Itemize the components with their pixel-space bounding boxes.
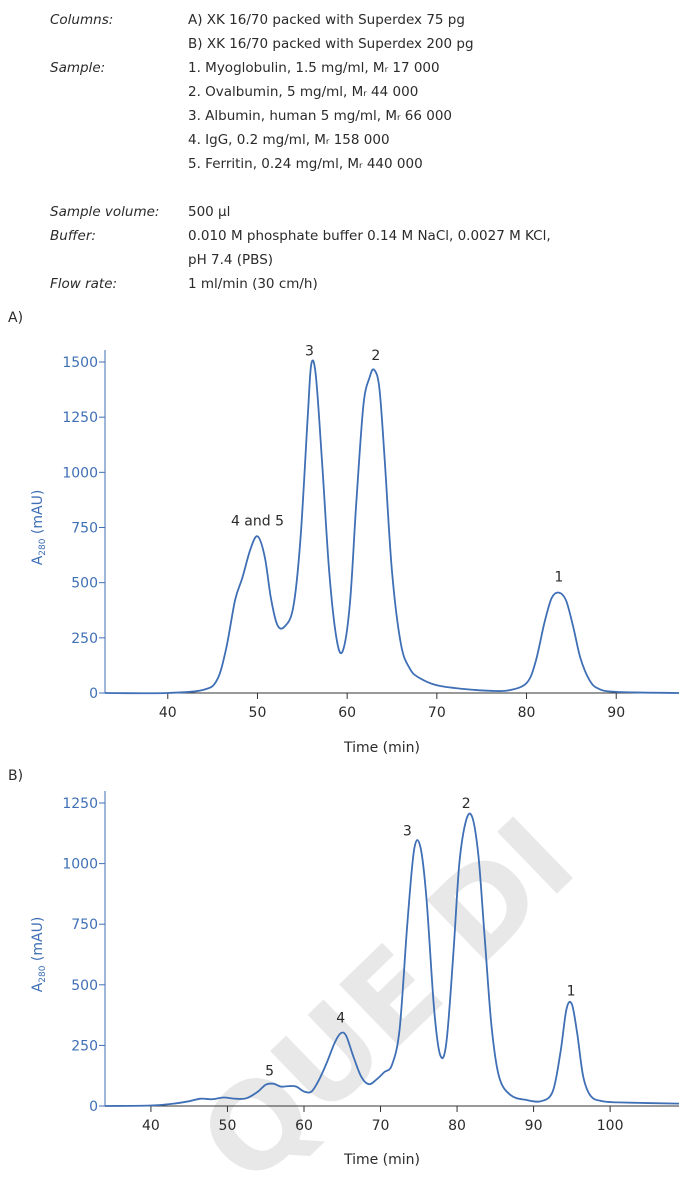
y-tick-label: 0 (89, 686, 98, 702)
series-line (104, 812, 680, 1107)
param-values: A) XK 16/70 packed with Superdex 75 pg B… (188, 8, 474, 56)
x-tick-label: 90 (607, 705, 625, 721)
param-line: B) XK 16/70 packed with Superdex 200 pg (188, 36, 474, 52)
param-label: Sample: (50, 60, 106, 76)
chromatogram-a: A) 0 250 500 750 1000 1250 1500 40 50 60 70 80 90 Time… (8, 310, 680, 756)
x-tick-label: 60 (338, 705, 356, 721)
y-axis-title: A280 (mAU) (30, 490, 48, 566)
y-tick-label: 250 (71, 631, 98, 647)
x-axis-title: Time (min) (343, 740, 420, 756)
y-tick-label: 1000 (62, 465, 98, 481)
watermark: QUE DI (174, 792, 601, 1201)
param-line: 0.010 M phosphate buffer 0.14 M NaCl, 0.… (188, 228, 551, 244)
x-tick-label: 90 (525, 1118, 543, 1134)
param-values: 500 µl (188, 200, 230, 224)
y-tick-label: 750 (71, 917, 98, 933)
peak-label: 1 (554, 570, 563, 586)
param-values: 1. Myoglobulin, 1.5 mg/ml, Mᵣ 17 000 2. … (188, 56, 452, 176)
y-tick-label: 1250 (62, 410, 98, 426)
peak-label: 2 (371, 348, 380, 364)
x-tick-label: 80 (518, 705, 536, 721)
y-tick-label: 500 (71, 978, 98, 994)
param-line: 1. Myoglobulin, 1.5 mg/ml, Mᵣ 17 000 (188, 60, 440, 76)
param-line: 3. Albumin, human 5 mg/ml, Mᵣ 66 000 (188, 108, 453, 124)
peak-label: 4 (336, 1010, 345, 1026)
series-line (104, 359, 680, 695)
chromatogram-b: B) 0 250 500 750 1000 1250 40 50 60 70 80 90 100 Time … (8, 768, 680, 1168)
y-tick-label: 1000 (62, 857, 98, 873)
peak-label: 4 and 5 (231, 513, 284, 529)
param-line: 2. Ovalbumin, 5 mg/ml, Mᵣ 44 000 (188, 84, 419, 100)
y-tick-label: 250 (71, 1038, 98, 1054)
param-label: Sample volume: (50, 204, 160, 220)
param-values: 1 ml/min (30 cm/h) (188, 272, 318, 296)
param-label: Flow rate: (50, 276, 118, 292)
param-line: pH 7.4 (PBS) (188, 252, 274, 268)
param-line: A) XK 16/70 packed with Superdex 75 pg (188, 12, 465, 28)
param-line: 5. Ferritin, 0.24 mg/ml, Mᵣ 440 000 (188, 156, 423, 172)
peak-label: 1 (567, 984, 576, 1000)
panel-label: A) (8, 310, 23, 326)
x-tick-label: 80 (448, 1118, 466, 1134)
param-line: 4. IgG, 0.2 mg/ml, Mᵣ 158 000 (188, 132, 390, 148)
param-label: Columns: (50, 12, 114, 28)
param-line: 500 µl (188, 204, 231, 220)
param-label: Buffer: (50, 228, 96, 244)
x-tick-label: 100 (597, 1118, 624, 1134)
x-tick-label: 60 (295, 1118, 313, 1134)
watermark-text: QUE DI (174, 792, 601, 1201)
x-tick-label: 70 (428, 705, 446, 721)
peak-label: 2 (462, 796, 471, 812)
x-tick-label: 40 (159, 705, 177, 721)
y-tick-label: 500 (71, 576, 98, 592)
x-tick-label: 50 (249, 705, 267, 721)
param-values: 0.010 M phosphate buffer 0.14 M NaCl, 0.… (188, 224, 551, 272)
peak-label: 3 (305, 343, 314, 359)
x-tick-label: 70 (372, 1118, 390, 1134)
x-tick-label: 40 (142, 1118, 160, 1134)
x-tick-label: 50 (219, 1118, 237, 1134)
y-tick-label: 1250 (62, 796, 98, 812)
param-line: 1 ml/min (30 cm/h) (188, 276, 318, 292)
y-tick-label: 0 (89, 1099, 98, 1115)
x-axis-title: Time (min) (343, 1152, 420, 1168)
peak-label: 5 (265, 1064, 274, 1080)
peak-label: 3 (403, 824, 412, 840)
panel-label: B) (8, 768, 23, 784)
y-tick-label: 750 (71, 521, 98, 537)
y-axis-title: A280 (mAU) (30, 917, 48, 993)
y-tick-label: 1500 (62, 355, 98, 371)
